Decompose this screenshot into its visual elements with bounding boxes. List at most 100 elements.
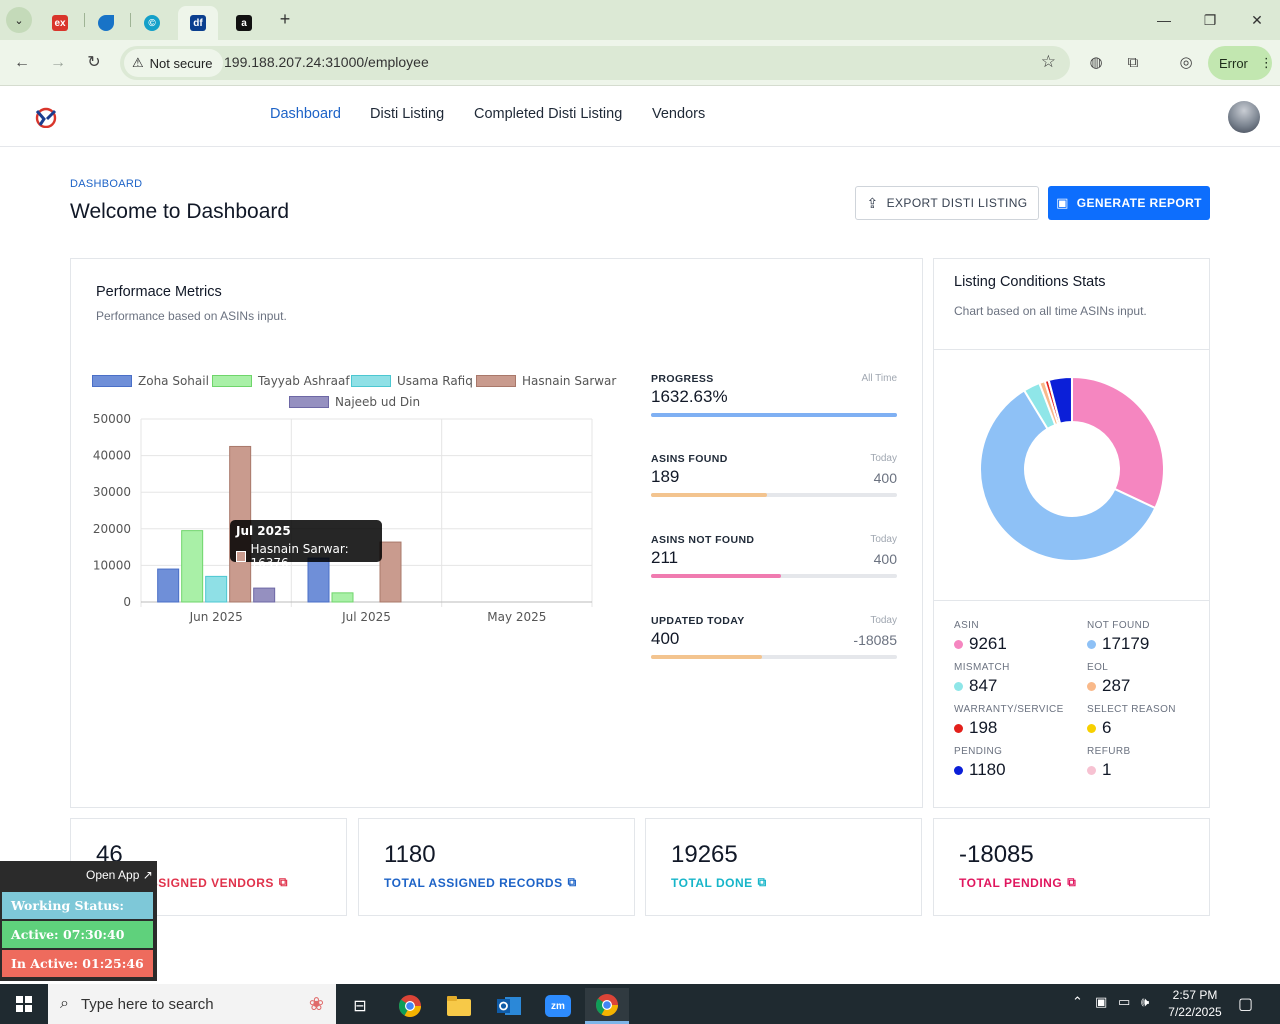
notifications-icon[interactable]: ▢ bbox=[1238, 996, 1254, 1013]
user-avatar[interactable] bbox=[1228, 101, 1260, 133]
stat-number: 9261 bbox=[969, 634, 1007, 653]
export-button-label: EXPORT DISTI LISTING bbox=[886, 196, 1028, 210]
tab-search-chevron-icon[interactable]: ⌄ bbox=[6, 7, 32, 33]
legend-tayyab-ashraaf[interactable]: Tayyab Ashraaf bbox=[212, 374, 350, 388]
legend-usama-rafiq[interactable]: Usama Rafiq bbox=[351, 374, 473, 388]
browser-tab-5[interactable]: a bbox=[222, 6, 266, 40]
stat-dot bbox=[1087, 723, 1096, 733]
tooltip-label: Hasnain Sarwar: 16376 bbox=[250, 542, 349, 570]
kpi-total-done[interactable]: 19265 TOTAL DONE ⧉ bbox=[645, 818, 922, 916]
kpi-link[interactable]: TOTAL ASSIGNED RECORDS ⧉ bbox=[384, 875, 577, 890]
browser-tab-2[interactable] bbox=[84, 6, 128, 40]
stat-eol: EOL 287 bbox=[1087, 662, 1212, 696]
clock-date: 7/22/2025 bbox=[1168, 1005, 1222, 1019]
browser-tab-4-active[interactable]: df bbox=[178, 6, 218, 40]
nav-dashboard[interactable]: Dashboard bbox=[270, 106, 341, 122]
file-explorer-icon[interactable] bbox=[437, 988, 481, 1024]
browser-tab-3[interactable]: © bbox=[130, 6, 174, 40]
amazon-favicon-icon: a bbox=[236, 15, 252, 31]
outlook-icon[interactable] bbox=[487, 988, 531, 1024]
taskbar-search-input[interactable]: ⌕ Type here to search ❀ bbox=[48, 984, 336, 1024]
legend-swatch bbox=[92, 375, 132, 387]
nav-vendors[interactable]: Vendors bbox=[652, 106, 706, 122]
legend-swatch bbox=[351, 375, 391, 387]
kpi-link[interactable]: TOTAL DONE ⧉ bbox=[671, 875, 767, 890]
kpi-label: TOTAL PENDING bbox=[959, 875, 1063, 890]
stat-label: NOT FOUND bbox=[1087, 620, 1150, 631]
back-icon[interactable]: ← bbox=[14, 54, 30, 71]
brain-icon: ❀ bbox=[308, 993, 324, 1014]
nav-disti-listing[interactable]: Disti Listing bbox=[370, 106, 445, 122]
bar-tayyab-ashraaf bbox=[181, 530, 204, 603]
metric-progress-bar bbox=[651, 493, 897, 497]
kpi-value: 1180 bbox=[384, 841, 436, 868]
x-tick-label: Jul 2025 bbox=[341, 610, 391, 624]
minimize-icon[interactable]: — bbox=[1157, 12, 1171, 28]
security-chip[interactable]: ⚠ Not secure bbox=[124, 49, 223, 77]
network-icon[interactable]: ▭ bbox=[1118, 994, 1131, 1009]
search-icon: ⌕ bbox=[60, 995, 69, 1012]
bookmark-star-icon[interactable]: ☆ bbox=[1040, 52, 1056, 71]
app-header: Dashboard Disti Listing Completed Disti … bbox=[0, 87, 1280, 147]
windows-start-icon[interactable] bbox=[0, 984, 48, 1024]
export-disti-listing-button[interactable]: ⇪ EXPORT DISTI LISTING bbox=[855, 186, 1039, 220]
translate-icon[interactable]: ◍ bbox=[1089, 54, 1103, 71]
chrome-icon[interactable] bbox=[388, 988, 432, 1024]
kpi-link[interactable]: TOTAL PENDING ⧉ bbox=[959, 875, 1076, 890]
bar-zoha-sohail bbox=[157, 568, 180, 603]
metric-value: 400 bbox=[651, 629, 680, 648]
performance-subtitle: Performance based on ASINs input. bbox=[96, 309, 287, 323]
generate-report-button[interactable]: ▣ GENERATE REPORT bbox=[1048, 186, 1210, 220]
donut-slice-not-found[interactable] bbox=[979, 389, 1157, 562]
chrome-active-icon[interactable] bbox=[585, 988, 629, 1024]
new-tab-icon[interactable]: + bbox=[279, 9, 291, 29]
close-window-icon[interactable]: ✕ bbox=[1251, 12, 1263, 28]
address-bar[interactable]: ⚠ Not secure 199.188.207.24:31000/employ… bbox=[120, 46, 1070, 80]
tray-chevron-up-icon[interactable]: ⌃ bbox=[1072, 994, 1083, 1009]
restore-icon[interactable]: ❐ bbox=[1203, 12, 1217, 28]
kpi-total-pending[interactable]: -18085 TOTAL PENDING ⧉ bbox=[933, 818, 1210, 916]
browser-tab-bar: ⌄ ex © df a + — ❐ ✕ bbox=[0, 0, 1280, 40]
metric-progress-fill bbox=[651, 413, 897, 417]
x-tick-label: Jun 2025 bbox=[189, 610, 243, 624]
metric-hint: Today bbox=[870, 453, 897, 464]
tray-app-icon[interactable]: ▣ bbox=[1095, 994, 1108, 1009]
task-view-icon[interactable]: ⊟ bbox=[353, 998, 367, 1015]
metric-right: 400 bbox=[873, 551, 897, 567]
bar-tayyab-ashraaf bbox=[331, 592, 354, 603]
extensions-icon[interactable]: ⧉ bbox=[1127, 54, 1139, 71]
stat-number: 847 bbox=[969, 676, 998, 695]
performance-title: Performace Metrics bbox=[96, 284, 222, 300]
profile-icon[interactable]: ◎ bbox=[1179, 54, 1193, 71]
forward-icon[interactable]: → bbox=[50, 54, 66, 71]
clock-time: 2:57 PM bbox=[1172, 988, 1218, 1002]
volume-icon[interactable]: 🕪 bbox=[1141, 994, 1150, 1009]
open-app-link[interactable]: Open App ↗ bbox=[86, 868, 153, 882]
stat-dot bbox=[1087, 765, 1096, 775]
url-text[interactable]: 199.188.207.24:31000/employee bbox=[224, 54, 429, 70]
stat-dot bbox=[954, 723, 963, 733]
nav-completed-disti-listing[interactable]: Completed Disti Listing bbox=[474, 106, 623, 122]
stat-label: EOL bbox=[1087, 662, 1109, 673]
metric-progress: PROGRESS All Time 1632.63% bbox=[651, 373, 897, 417]
external-link-icon: ⧉ bbox=[567, 875, 577, 889]
donut-slice-asin[interactable] bbox=[1071, 376, 1165, 510]
reload-icon[interactable]: ↻ bbox=[87, 54, 101, 71]
kpi-total-assigned-records[interactable]: 1180 TOTAL ASSIGNED RECORDS ⧉ bbox=[358, 818, 635, 916]
taskbar-clock[interactable]: 2:57 PM 7/22/2025 bbox=[1166, 987, 1224, 1021]
warning-icon: ⚠ bbox=[132, 55, 144, 70]
legend-hasnain-sarwar[interactable]: Hasnain Sarwar bbox=[476, 374, 616, 388]
metric-hint: Today bbox=[870, 615, 897, 626]
stat-label: SELECT REASON bbox=[1087, 704, 1176, 715]
legend-zoha-sohail[interactable]: Zoha Sohail bbox=[92, 374, 209, 388]
time-tracker-widget: Open App ↗ Working Status: Active Active… bbox=[0, 861, 157, 981]
profile-error-pill[interactable]: Error ⋮ bbox=[1208, 46, 1273, 80]
stat-label: MISMATCH bbox=[954, 662, 1010, 673]
stat-mismatch: MISMATCH 847 bbox=[954, 662, 1079, 696]
external-link-icon: ⧉ bbox=[278, 875, 288, 889]
zoom-icon[interactable]: zm bbox=[536, 988, 580, 1024]
legend-label: Zoha Sohail bbox=[138, 374, 209, 388]
app-logo[interactable] bbox=[34, 106, 58, 128]
legend-najeeb-ud-din[interactable]: Najeeb ud Din bbox=[289, 395, 420, 409]
browser-tab-1[interactable]: ex bbox=[38, 6, 82, 40]
